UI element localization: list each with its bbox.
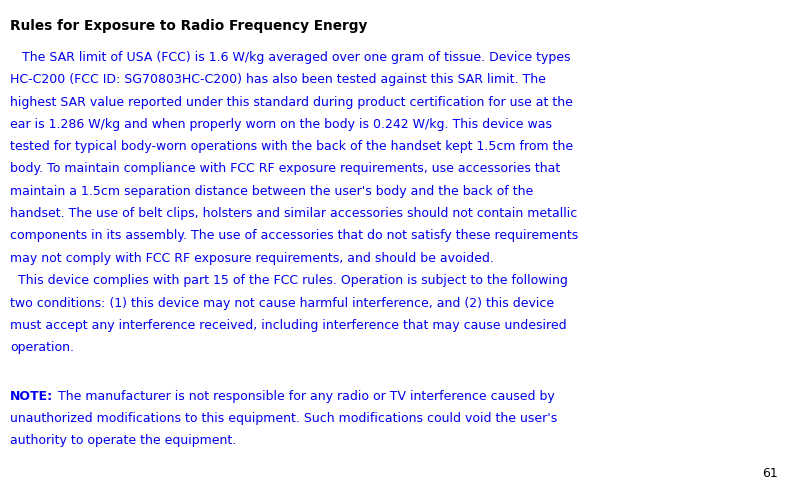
Text: may not comply with FCC RF exposure requirements, and should be avoided.: may not comply with FCC RF exposure requ… bbox=[10, 251, 494, 265]
Text: NOTE:: NOTE: bbox=[10, 390, 54, 403]
Text: This device complies with part 15 of the FCC rules. Operation is subject to the : This device complies with part 15 of the… bbox=[10, 274, 568, 288]
Text: 61: 61 bbox=[762, 467, 778, 480]
Text: ear is 1.286 W/kg and when properly worn on the body is 0.242 W/kg. This device : ear is 1.286 W/kg and when properly worn… bbox=[10, 118, 552, 131]
Text: The SAR limit of USA (FCC) is 1.6 W/kg averaged over one gram of tissue. Device : The SAR limit of USA (FCC) is 1.6 W/kg a… bbox=[10, 51, 571, 64]
Text: tested for typical body-worn operations with the back of the handset kept 1.5cm : tested for typical body-worn operations … bbox=[10, 140, 574, 153]
Text: operation.: operation. bbox=[10, 341, 74, 354]
Text: body. To maintain compliance with FCC RF exposure requirements, use accessories : body. To maintain compliance with FCC RF… bbox=[10, 162, 560, 175]
Text: must accept any interference received, including interference that may cause und: must accept any interference received, i… bbox=[10, 319, 567, 332]
Text: authority to operate the equipment.: authority to operate the equipment. bbox=[10, 434, 236, 447]
Text: unauthorized modifications to this equipment. Such modifications could void the : unauthorized modifications to this equip… bbox=[10, 412, 557, 425]
Text: Rules for Exposure to Radio Frequency Energy: Rules for Exposure to Radio Frequency En… bbox=[10, 19, 368, 33]
Text: maintain a 1.5cm separation distance between the user's body and the back of the: maintain a 1.5cm separation distance bet… bbox=[10, 185, 534, 198]
Text: two conditions: (1) this device may not cause harmful interference, and (2) this: two conditions: (1) this device may not … bbox=[10, 296, 554, 310]
Text: highest SAR value reported under this standard during product certification for : highest SAR value reported under this st… bbox=[10, 96, 573, 109]
Text: The manufacturer is not responsible for any radio or TV interference caused by: The manufacturer is not responsible for … bbox=[54, 390, 555, 403]
Text: components in its assembly. The use of accessories that do not satisfy these req: components in its assembly. The use of a… bbox=[10, 229, 578, 243]
Text: HC-C200 (FCC ID: SG70803HC-C200) has also been tested against this SAR limit. Th: HC-C200 (FCC ID: SG70803HC-C200) has als… bbox=[10, 73, 546, 86]
Text: handset. The use of belt clips, holsters and similar accessories should not cont: handset. The use of belt clips, holsters… bbox=[10, 207, 578, 220]
